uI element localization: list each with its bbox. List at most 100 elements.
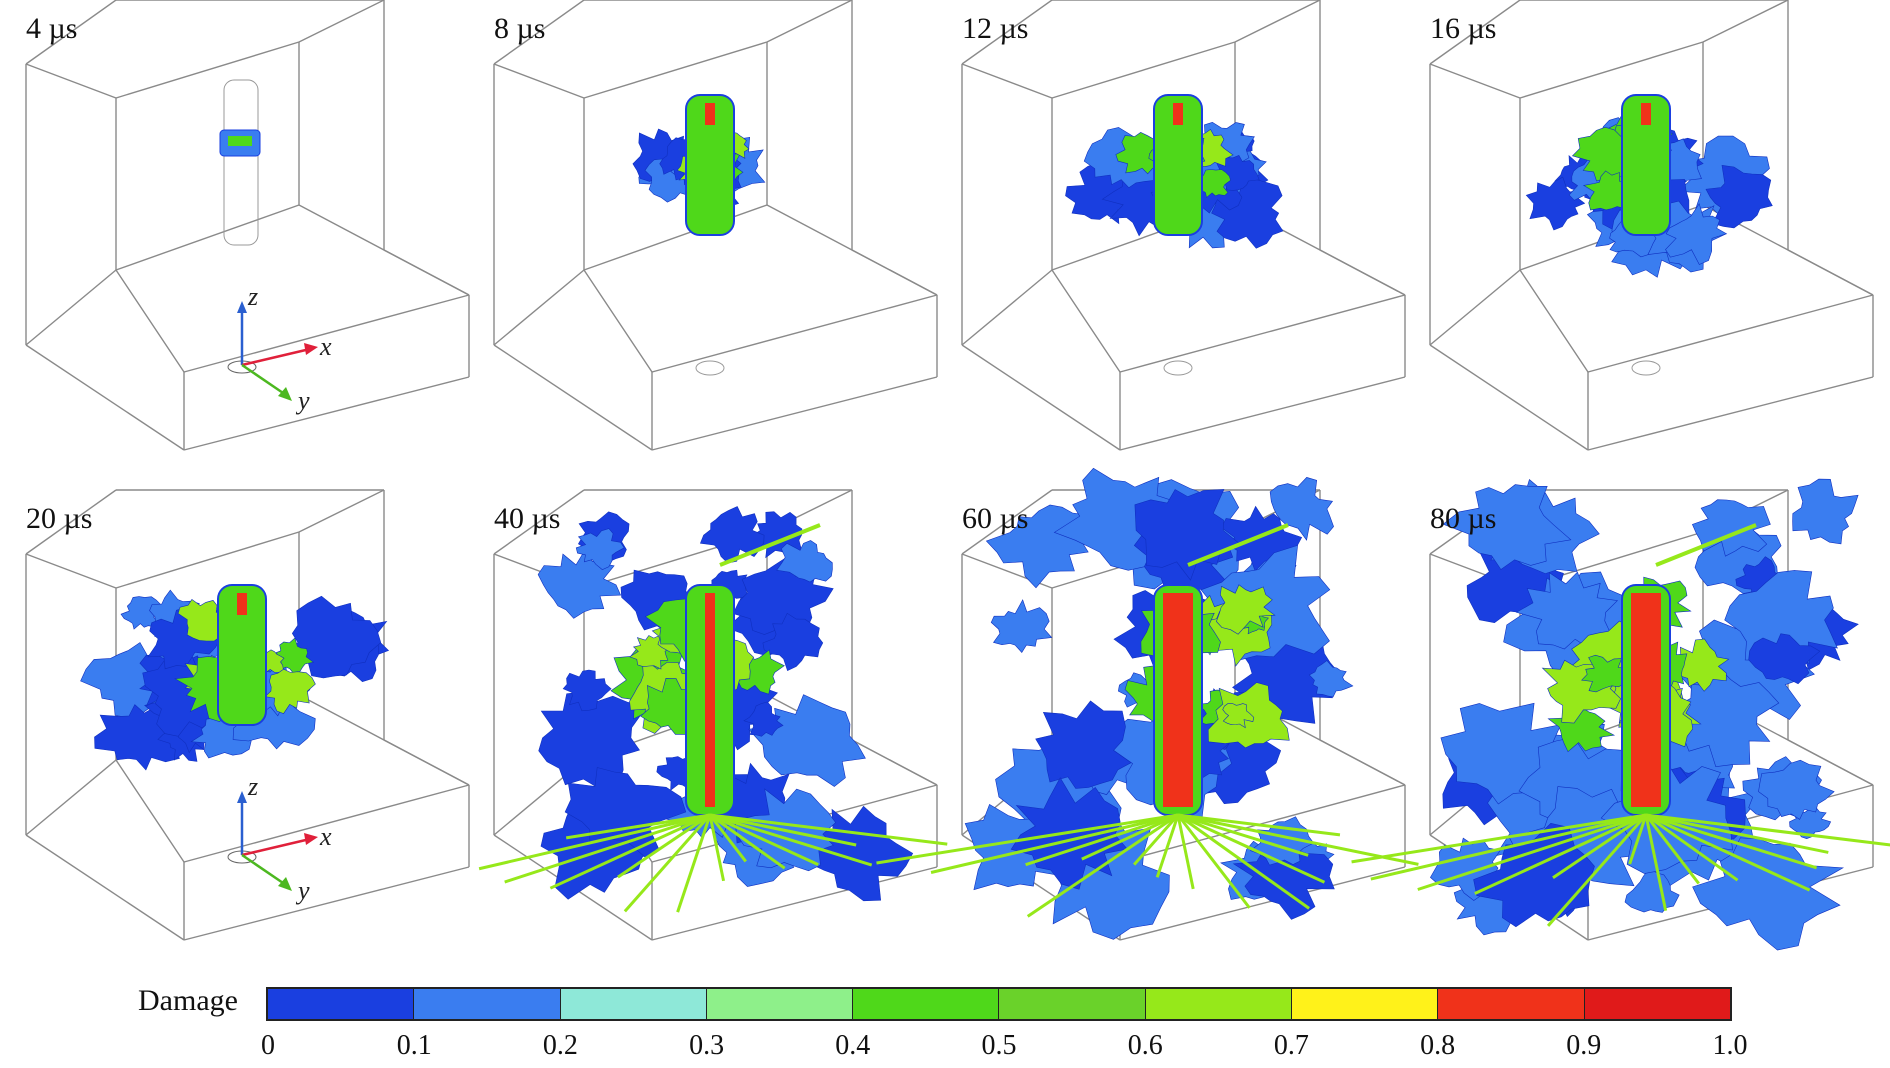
- z-arrowhead: [237, 791, 247, 803]
- x-axis-label: x: [319, 332, 332, 361]
- radial-crack: [676, 814, 712, 913]
- damage-zone-low: [575, 528, 625, 570]
- box-edge: [115, 204, 300, 271]
- box-edge: [583, 269, 653, 373]
- box-edge: [851, 249, 938, 296]
- box-edge: [383, 739, 470, 786]
- damage-zone-low: [562, 669, 612, 712]
- x-arrowhead: [304, 343, 318, 355]
- radial-crack: [1176, 814, 1195, 890]
- radial-crack: [1025, 813, 1179, 867]
- y-axis-label: y: [295, 386, 310, 415]
- radial-crack: [1546, 814, 1648, 927]
- y-axis-arrow: [241, 853, 287, 887]
- radial-crack: [1177, 813, 1341, 837]
- damage-zone-low: [762, 612, 824, 672]
- radial-crack: [549, 813, 711, 890]
- box-edge: [25, 834, 185, 941]
- time-label: 80 µs: [1430, 502, 1497, 535]
- panel-3: 16 µs: [1418, 0, 1888, 480]
- radial-crack: [1155, 814, 1180, 878]
- borehole: [223, 79, 259, 246]
- panel-graphic: [876, 467, 1419, 941]
- box-edge: [651, 294, 938, 373]
- box-edge: [961, 489, 1053, 555]
- colorbar-tick-label: 0.8: [1420, 1030, 1456, 1061]
- radial-crack: [617, 813, 711, 879]
- damage-zone-mid: [177, 598, 231, 642]
- colorbar-segment: [560, 989, 707, 1019]
- box-edge: [25, 553, 117, 589]
- panel-2: 12 µs: [950, 0, 1420, 480]
- box-edge: [583, 41, 768, 99]
- box-edge: [183, 866, 470, 941]
- box-edge: [493, 344, 653, 451]
- borehole-bottom: [1631, 360, 1661, 376]
- radial-crack: [1644, 814, 1668, 911]
- colorbar-tick-label: 0.5: [981, 1030, 1017, 1061]
- colorbar-tick-label: 0.3: [689, 1030, 725, 1061]
- borehole-damage: [1621, 94, 1671, 236]
- box-edge: [766, 0, 853, 43]
- box-edge: [383, 249, 470, 296]
- damage-zone-low: [990, 599, 1053, 653]
- radial-crack: [1177, 813, 1326, 884]
- box-edge: [1787, 249, 1874, 296]
- box-edge: [1319, 249, 1406, 296]
- radial-crack: [1351, 813, 1647, 864]
- radial-crack: [876, 813, 1179, 865]
- box-edge: [115, 269, 185, 373]
- panel-7: 80 µs: [1351, 478, 1890, 970]
- y-arrowhead: [278, 387, 292, 401]
- borehole-damage: [1153, 94, 1203, 236]
- z-arrowhead: [237, 301, 247, 313]
- box-edge: [298, 489, 385, 533]
- time-label: 8 µs: [494, 12, 546, 45]
- box-edge: [493, 269, 585, 346]
- damage-zone-low: [1308, 660, 1354, 698]
- radial-crack: [1026, 813, 1179, 918]
- box-edge: [961, 63, 1053, 99]
- box-edge: [493, 489, 585, 555]
- radial-crack: [1081, 813, 1179, 861]
- colorbar-segment: [1292, 989, 1439, 1019]
- box-edge: [25, 759, 117, 836]
- box-edge: [961, 269, 1053, 346]
- colorbar-tick-label: 0.9: [1566, 1030, 1602, 1061]
- damage-core: [228, 136, 252, 146]
- borehole-damage: [685, 94, 735, 236]
- box-edge: [298, 0, 385, 43]
- box-edge: [961, 344, 1121, 451]
- radial-crack: [1177, 813, 1309, 857]
- time-label: 20 µs: [26, 502, 93, 535]
- box-edge: [115, 759, 185, 863]
- plane-crack: [1187, 523, 1289, 567]
- colorbar-segment: [999, 989, 1146, 1019]
- box-edge: [183, 784, 470, 863]
- damage-zone-low: [1525, 176, 1586, 231]
- radial-crack: [709, 813, 948, 846]
- x-axis-label: x: [319, 822, 332, 851]
- damage-colorbar: [266, 987, 1732, 1021]
- box-edge: [115, 41, 300, 99]
- box-edge: [961, 0, 1053, 65]
- radial-crack: [1133, 814, 1180, 866]
- high-damage-core: [705, 593, 715, 807]
- panel-6: 60 µs: [876, 467, 1420, 970]
- box-edge: [25, 63, 117, 99]
- damage-zone-mid: [1581, 654, 1631, 693]
- borehole-bottom: [1163, 360, 1193, 376]
- time-label: 12 µs: [962, 12, 1029, 45]
- time-label: 4 µs: [26, 12, 78, 45]
- radial-crack: [709, 813, 873, 867]
- panel-graphic: [493, 0, 938, 451]
- radial-crack: [930, 813, 1179, 874]
- x-axis-arrow: [241, 837, 311, 857]
- time-label: 40 µs: [494, 502, 561, 535]
- panel-graphic: [1429, 0, 1874, 451]
- panel-graphic: [478, 489, 948, 941]
- high-damage-core: [237, 593, 247, 615]
- box-edge: [25, 0, 117, 65]
- box-edge: [25, 344, 185, 451]
